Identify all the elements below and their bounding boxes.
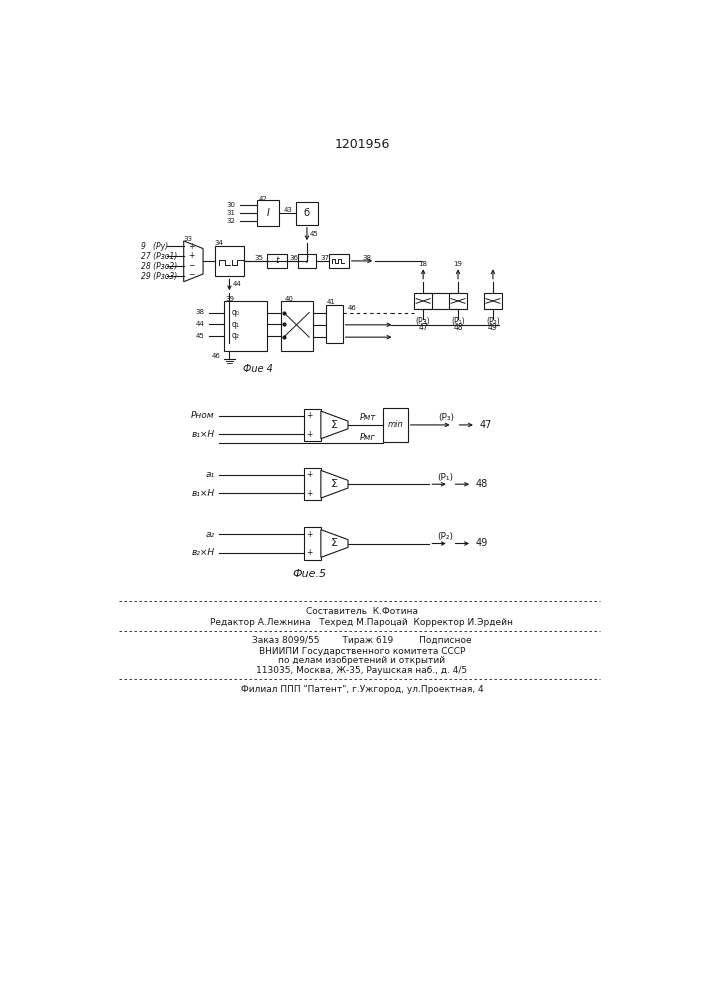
Text: 49: 49 [488,323,498,332]
Text: 40: 40 [284,296,293,302]
Text: 46: 46 [347,305,356,311]
Text: по делам изобретений и открытий: по делам изобретений и открытий [279,656,445,665]
Text: 34: 34 [215,240,223,246]
Bar [257,200,279,226]
Bar [267,254,287,268]
Text: +: + [188,251,194,260]
Polygon shape [321,530,348,557]
Text: 1201956: 1201956 [334,138,390,151]
Text: a₁: a₁ [206,470,215,479]
Text: I: I [305,256,308,265]
Text: Фue.5: Фue.5 [292,569,327,579]
Text: min: min [387,420,403,429]
Text: Рном: Рном [191,411,215,420]
Polygon shape [321,470,348,498]
Text: q₂: q₂ [232,331,240,340]
Polygon shape [184,241,203,282]
Bar [383,408,408,442]
Bar [484,293,502,309]
Text: 48: 48 [476,479,488,489]
Bar [449,293,467,309]
Text: Фue 4: Фue 4 [243,364,273,374]
Text: 28 (Рзо2): 28 (Рзо2) [141,262,177,271]
Text: 47: 47 [419,323,428,332]
Text: (Р₁): (Р₁) [451,317,465,326]
Text: 44: 44 [233,281,241,287]
Bar [304,468,321,500]
Bar [304,409,321,441]
Text: Редактор А.Лежнина   Техред М.Пароцай  Корректор И.Эрдейн: Редактор А.Лежнина Техред М.Пароцай Корр… [211,618,513,627]
Text: 43: 43 [284,207,293,213]
Text: Филиал ППП "Патент", г.Ужгород, ул.Проектная, 4: Филиал ППП "Патент", г.Ужгород, ул.Проек… [240,685,484,694]
Text: t: t [275,256,279,265]
Text: 36: 36 [289,255,298,261]
Text: +: + [188,242,194,251]
Text: I: I [267,208,269,218]
Text: 46: 46 [211,353,220,359]
Text: a₂: a₂ [206,530,215,539]
Text: ВНИИПИ Государственного комитета СССР: ВНИИПИ Государственного комитета СССР [259,647,465,656]
Text: в₁×Н: в₁×Н [192,489,215,498]
Text: q₁: q₁ [232,320,240,329]
Text: Рмт: Рмт [360,413,376,422]
Text: 38: 38 [363,255,372,261]
Text: Σ: Σ [331,538,337,548]
Text: 33: 33 [184,236,193,242]
Text: q₀: q₀ [232,308,240,317]
Text: +: + [306,548,312,557]
Text: 113035, Москва, Ж-35, Раушская наб., д. 4/5: 113035, Москва, Ж-35, Раушская наб., д. … [257,666,467,675]
Text: 44: 44 [196,321,204,327]
Text: 39: 39 [226,296,235,302]
Text: +: + [306,489,312,498]
Text: +: + [306,470,312,479]
Text: 45: 45 [310,231,319,237]
Text: 42: 42 [259,196,268,202]
Text: 41: 41 [327,299,336,305]
Text: 38: 38 [196,310,204,316]
Bar [281,301,313,351]
Text: 19: 19 [454,261,462,267]
Text: в₁×Н: в₁×Н [192,430,215,439]
Text: 27 (Рзо1): 27 (Рзо1) [141,252,177,261]
Bar [304,527,321,560]
Text: (Р₃): (Р₃) [438,413,455,422]
Text: (Рз): (Рз) [416,317,431,326]
Text: 35: 35 [255,255,263,261]
Text: 37: 37 [320,255,329,261]
Bar [325,305,343,343]
Text: 32: 32 [227,218,235,224]
Text: (Р₂): (Р₂) [486,317,500,326]
Bar [298,254,316,268]
Text: −: − [188,270,194,279]
Bar [414,293,433,309]
Text: 49: 49 [476,538,488,548]
Text: Заказ 8099/55        Тираж 619         Подписное: Заказ 8099/55 Тираж 619 Подписное [252,636,472,645]
Text: +: + [306,411,312,420]
Text: 47: 47 [480,420,492,430]
Text: 30: 30 [227,202,235,208]
Text: 31: 31 [227,210,235,216]
Text: (Р₁): (Р₁) [437,473,453,482]
Bar [329,254,349,268]
Text: Составитель  К.Фотина: Составитель К.Фотина [306,607,418,616]
Text: 29 (Рзо3): 29 (Рзо3) [141,272,177,281]
Text: 48: 48 [453,323,463,332]
Text: Рмг: Рмг [360,433,375,442]
Text: Σ: Σ [331,479,337,489]
Polygon shape [321,411,348,439]
Text: в₂×Н: в₂×Н [192,548,215,557]
Text: б: б [304,208,310,218]
Text: 45: 45 [196,333,204,339]
Text: +: + [306,430,312,439]
Text: (Р₂): (Р₂) [437,532,453,541]
Text: Σ: Σ [331,420,337,430]
Bar [224,301,267,351]
Text: 9   (Ру): 9 (Ру) [141,242,168,251]
Bar [215,246,244,276]
Text: 18: 18 [419,261,428,267]
Text: +: + [306,530,312,539]
Bar [296,202,317,225]
Text: −: − [188,261,194,270]
